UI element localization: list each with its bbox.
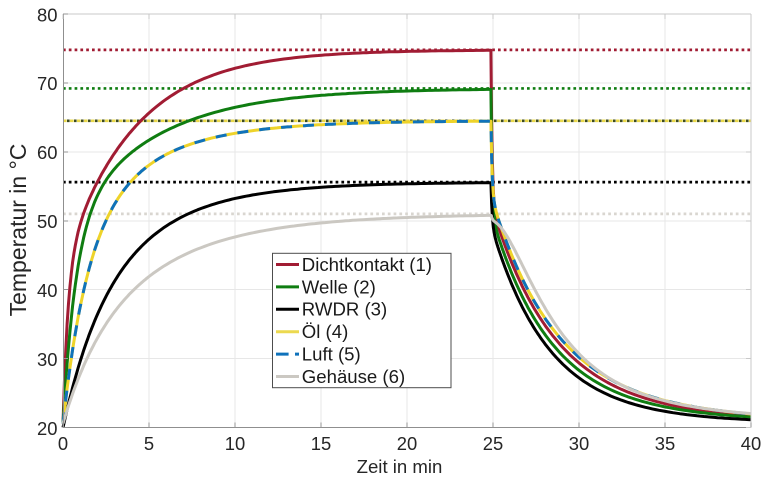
svg-text:RWDR (3): RWDR (3)	[302, 299, 387, 320]
svg-text:Temperatur in °C: Temperatur in °C	[5, 144, 31, 317]
svg-text:60: 60	[37, 142, 57, 163]
svg-text:20: 20	[37, 418, 57, 439]
svg-text:10: 10	[225, 433, 245, 454]
svg-text:Luft (5): Luft (5)	[302, 344, 361, 365]
svg-text:35: 35	[655, 433, 675, 454]
svg-text:Dichtkontakt (1): Dichtkontakt (1)	[302, 254, 432, 275]
svg-text:Welle (2): Welle (2)	[302, 276, 376, 297]
svg-text:25: 25	[483, 433, 503, 454]
svg-text:Zeit in min: Zeit in min	[357, 456, 443, 477]
svg-text:70: 70	[37, 73, 57, 94]
svg-text:40: 40	[37, 280, 57, 301]
svg-text:Öl (4): Öl (4)	[302, 321, 348, 342]
svg-text:5: 5	[144, 433, 154, 454]
svg-text:Gehäuse (6): Gehäuse (6)	[302, 366, 405, 387]
svg-text:20: 20	[397, 433, 417, 454]
svg-text:30: 30	[569, 433, 589, 454]
svg-text:0: 0	[58, 433, 68, 454]
svg-text:30: 30	[37, 349, 57, 370]
svg-text:15: 15	[311, 433, 331, 454]
svg-text:80: 80	[37, 4, 57, 25]
svg-text:40: 40	[741, 433, 761, 454]
svg-text:50: 50	[37, 211, 57, 232]
